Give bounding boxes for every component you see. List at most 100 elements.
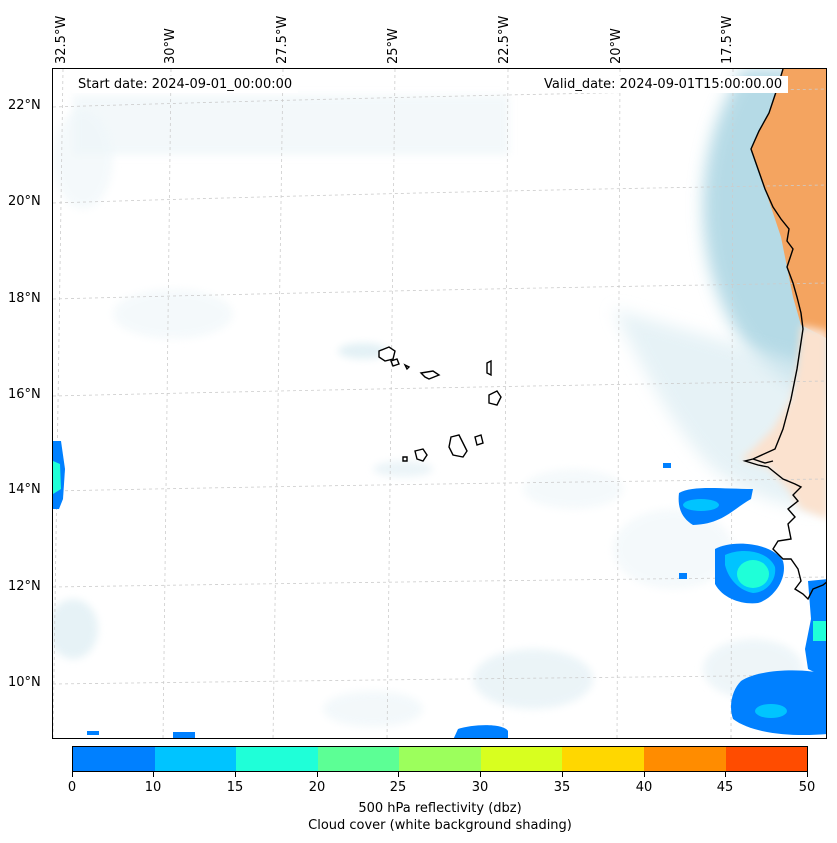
colorbar-tick-label-15: 15 xyxy=(226,780,244,795)
cloud-patch xyxy=(523,469,623,509)
colorbar-tick-label-40: 40 xyxy=(635,780,653,795)
map-canvas xyxy=(53,69,826,738)
island-santiago xyxy=(448,434,468,458)
gridline-lat-18n xyxy=(53,282,826,300)
lat-label-16n: 16°N xyxy=(8,387,41,402)
colorbar-segment-10-15 xyxy=(154,747,237,771)
colorbar-tick-label-45: 45 xyxy=(716,780,734,795)
coastline-africa xyxy=(742,69,826,601)
colorbar-segment-30-35 xyxy=(480,747,563,771)
cloud-patch xyxy=(338,343,388,359)
colorbar-tick xyxy=(72,772,73,777)
valid-date-label: Valid_date: 2024-09-01T15:00:00.00 xyxy=(538,76,789,93)
colorbar-title: 500 hPa reflectivity (dbz) xyxy=(358,801,522,816)
gridline-lat-20n xyxy=(53,184,826,204)
graticule xyxy=(53,69,826,738)
colorbar-tick xyxy=(317,772,318,777)
gridline-lon-25w xyxy=(386,69,396,738)
lat-label-22n: 22°N xyxy=(8,98,41,113)
colorbar-tick xyxy=(725,772,726,777)
cloud-patch xyxy=(613,509,733,589)
colorbar-segment-0-10 xyxy=(73,747,155,771)
colorbar-tick xyxy=(235,772,236,777)
colorbar-tick-label-50: 50 xyxy=(798,780,816,795)
island-fogo xyxy=(414,448,428,462)
gridline-lat-12n xyxy=(53,576,826,588)
colorbar xyxy=(72,746,808,772)
reflectivity-cell-senegal-north-core xyxy=(683,499,719,511)
island-santo-antao xyxy=(378,346,396,362)
reflectivity-cell-south xyxy=(731,670,826,736)
land-western-sahara xyxy=(751,69,826,338)
gridline-lon-17-5w xyxy=(730,69,734,738)
colorbar-segment-15-20 xyxy=(236,747,318,771)
reflectivity-cell-west-core xyxy=(53,461,61,494)
reflectivity-contours xyxy=(53,441,826,738)
reflectivity-cell-bottom xyxy=(453,725,508,738)
colorbar-tick xyxy=(807,772,808,777)
colorbar-tick-label-35: 35 xyxy=(553,780,571,795)
island-sao-nicolau xyxy=(419,370,441,380)
gridline-lon-30w xyxy=(162,69,172,738)
reflectivity-cell-bottom-small xyxy=(173,732,195,738)
lon-label-30w: 30°W xyxy=(163,28,178,64)
cloud-cover-shading xyxy=(53,69,826,727)
cloud-patch xyxy=(373,461,433,477)
gridline-lat-14n xyxy=(53,478,826,492)
cloud-patch xyxy=(323,691,423,727)
reflectivity-cell-guinea-core xyxy=(737,560,769,588)
cloud-patch xyxy=(113,289,233,339)
start-date-label: Start date: 2024-09-01_00:00:00 xyxy=(72,76,299,93)
lon-label-32-5w: 32.5°W xyxy=(54,15,69,64)
gridline-lat-16n xyxy=(53,380,826,397)
colorbar-subtitle: Cloud cover (white background shading) xyxy=(308,818,572,833)
colorbar-segment-25-30 xyxy=(399,747,481,771)
colorbar-tick xyxy=(398,772,399,777)
colorbar-tick-label-20: 20 xyxy=(308,780,326,795)
colorbar-tick xyxy=(480,772,481,777)
colorbar-segment-35-40 xyxy=(562,747,644,771)
colorbar-segment-20-25 xyxy=(317,747,400,771)
coastlines xyxy=(378,69,826,601)
land-shading xyxy=(741,69,826,519)
reflectivity-cell-south-core xyxy=(755,704,787,718)
map-panel xyxy=(52,68,827,739)
reflectivity-dot xyxy=(87,731,99,735)
lon-label-17-5w: 17.5°W xyxy=(720,15,735,64)
cloud-patch xyxy=(53,109,113,209)
cloud-haze-top xyxy=(73,95,509,155)
colorbar-tick-label-30: 30 xyxy=(471,780,489,795)
lon-label-22-5w: 22.5°W xyxy=(497,15,512,64)
reflectivity-cell-sierra-leone-core xyxy=(813,621,826,641)
reflectivity-dot xyxy=(679,573,687,579)
colorbar-segment-40-45 xyxy=(643,747,726,771)
colorbar-tick xyxy=(644,772,645,777)
island-santa-luzia xyxy=(403,363,411,371)
lat-label-18n: 18°N xyxy=(8,291,41,306)
island-boa-vista xyxy=(488,390,502,406)
reflectivity-dot xyxy=(663,463,671,468)
island-sal xyxy=(486,359,492,377)
gridline-lat-22n xyxy=(53,88,826,108)
lat-label-14n: 14°N xyxy=(8,482,41,497)
lat-label-12n: 12°N xyxy=(8,579,41,594)
colorbar-tick-label-25: 25 xyxy=(389,780,407,795)
land-mauritania-senegal xyxy=(741,325,826,519)
colorbar-tick-label-0: 0 xyxy=(67,780,77,795)
colorbar-tick xyxy=(153,772,154,777)
lon-label-25w: 25°W xyxy=(386,28,401,64)
lon-label-20w: 20°W xyxy=(609,28,624,64)
coastline-gambia xyxy=(752,458,774,464)
cloud-patch xyxy=(53,599,98,659)
lat-label-10n: 10°N xyxy=(8,675,41,690)
cloud-patch xyxy=(473,649,593,709)
island-maio xyxy=(474,434,484,446)
island-brava xyxy=(402,456,408,462)
colorbar-tick xyxy=(562,772,563,777)
gridline-lon-27-5w xyxy=(272,69,284,738)
island-sao-vicente xyxy=(390,358,400,367)
gridline-lon-22-5w xyxy=(502,69,509,738)
gridline-lon-32-5w xyxy=(53,69,64,738)
colorbar-segment-45-50 xyxy=(725,747,808,771)
